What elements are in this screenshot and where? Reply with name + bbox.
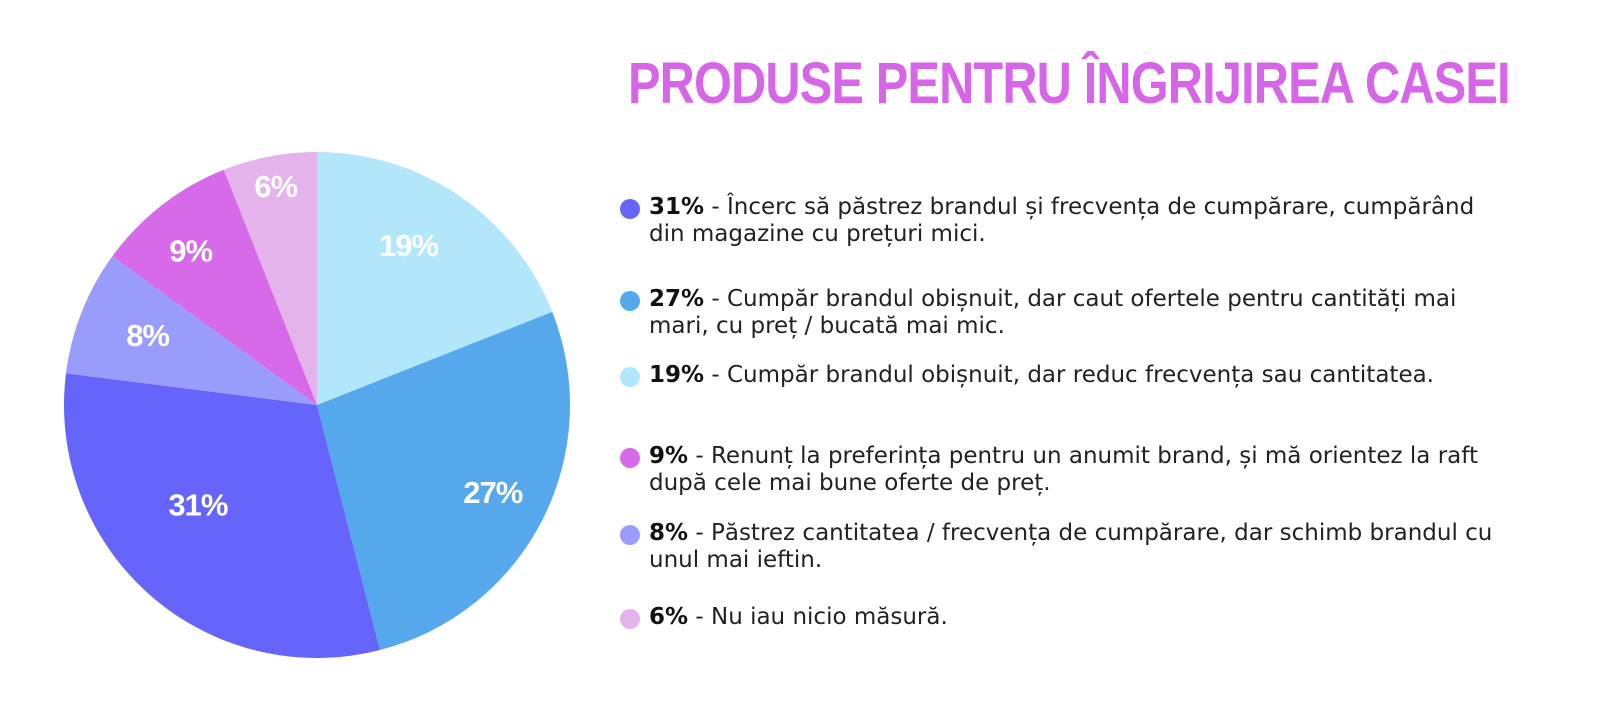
legend-item: 9% - Renunț la preferința pentru un anum…: [620, 443, 1580, 497]
legend-dot: [620, 525, 640, 545]
legend-text: 19% - Cumpăr brandul obișnuit, dar reduc…: [649, 362, 1509, 389]
pie-slice-19-pct: [317, 152, 553, 405]
legend-dot: [620, 367, 640, 387]
pie-slice-8-pct: [65, 256, 318, 405]
legend-description: - Cumpăr brandul obișnuit, dar reduc fre…: [704, 362, 1434, 388]
pie-slice-label: 27%: [463, 475, 522, 510]
legend-item: 6% - Nu iau nicio măsură.: [620, 604, 1580, 631]
pie-slice-label: 31%: [168, 487, 227, 522]
pie-slice-label: 8%: [126, 318, 169, 353]
pie-slice-31-pct: [63, 373, 380, 659]
legend-description: - Încerc să păstrez brandul și frecvența…: [649, 194, 1475, 247]
legend-item: 8% - Păstrez cantitatea / frecvența de c…: [620, 520, 1580, 574]
legend-text: 6% - Nu iau nicio măsură.: [649, 604, 1509, 631]
legend-dot: [620, 448, 640, 468]
pie-slice-6-pct: [223, 152, 317, 405]
legend-text: 9% - Renunț la preferința pentru un anum…: [649, 443, 1509, 497]
legend-item: 31% - Încerc să păstrez brandul și frecv…: [620, 194, 1580, 248]
legend-dot: [620, 291, 640, 311]
legend-item: 19% - Cumpăr brandul obișnuit, dar reduc…: [620, 362, 1580, 389]
pie-slice-9-pct: [112, 169, 317, 405]
pie-slice-label: 6%: [254, 169, 297, 204]
legend-description: - Cumpăr brandul obișnuit, dar caut ofer…: [649, 286, 1457, 339]
legend-dot: [620, 199, 640, 219]
legend-description: - Renunț la preferința pentru un anumit …: [649, 443, 1478, 496]
legend-description: - Nu iau nicio măsură.: [688, 604, 948, 630]
legend-percent: 9%: [649, 443, 689, 469]
pie-slice-label: 9%: [169, 234, 212, 269]
legend-percent: 19%: [649, 362, 705, 388]
pie-slice-27-pct: [317, 311, 570, 651]
legend-percent: 27%: [649, 286, 705, 312]
pie-slice-label: 19%: [379, 228, 438, 263]
legend-item: 27% - Cumpăr brandul obișnuit, dar caut …: [620, 286, 1580, 340]
legend-percent: 6%: [649, 604, 689, 630]
pie-chart: 19% 27% 31% 8% 9% 6%: [63, 152, 570, 659]
legend-percent: 31%: [649, 194, 705, 220]
chart-title: PRODUSE PENTRU ÎNGRIJIREA CASEI: [628, 51, 1511, 116]
legend-dot: [620, 609, 640, 629]
legend-text: 31% - Încerc să păstrez brandul și frecv…: [649, 194, 1509, 248]
legend-description: - Păstrez cantitatea / frecvența de cump…: [649, 520, 1493, 573]
legend-percent: 8%: [649, 520, 689, 546]
legend-text: 27% - Cumpăr brandul obișnuit, dar caut …: [649, 286, 1509, 340]
legend-text: 8% - Păstrez cantitatea / frecvența de c…: [649, 520, 1509, 574]
